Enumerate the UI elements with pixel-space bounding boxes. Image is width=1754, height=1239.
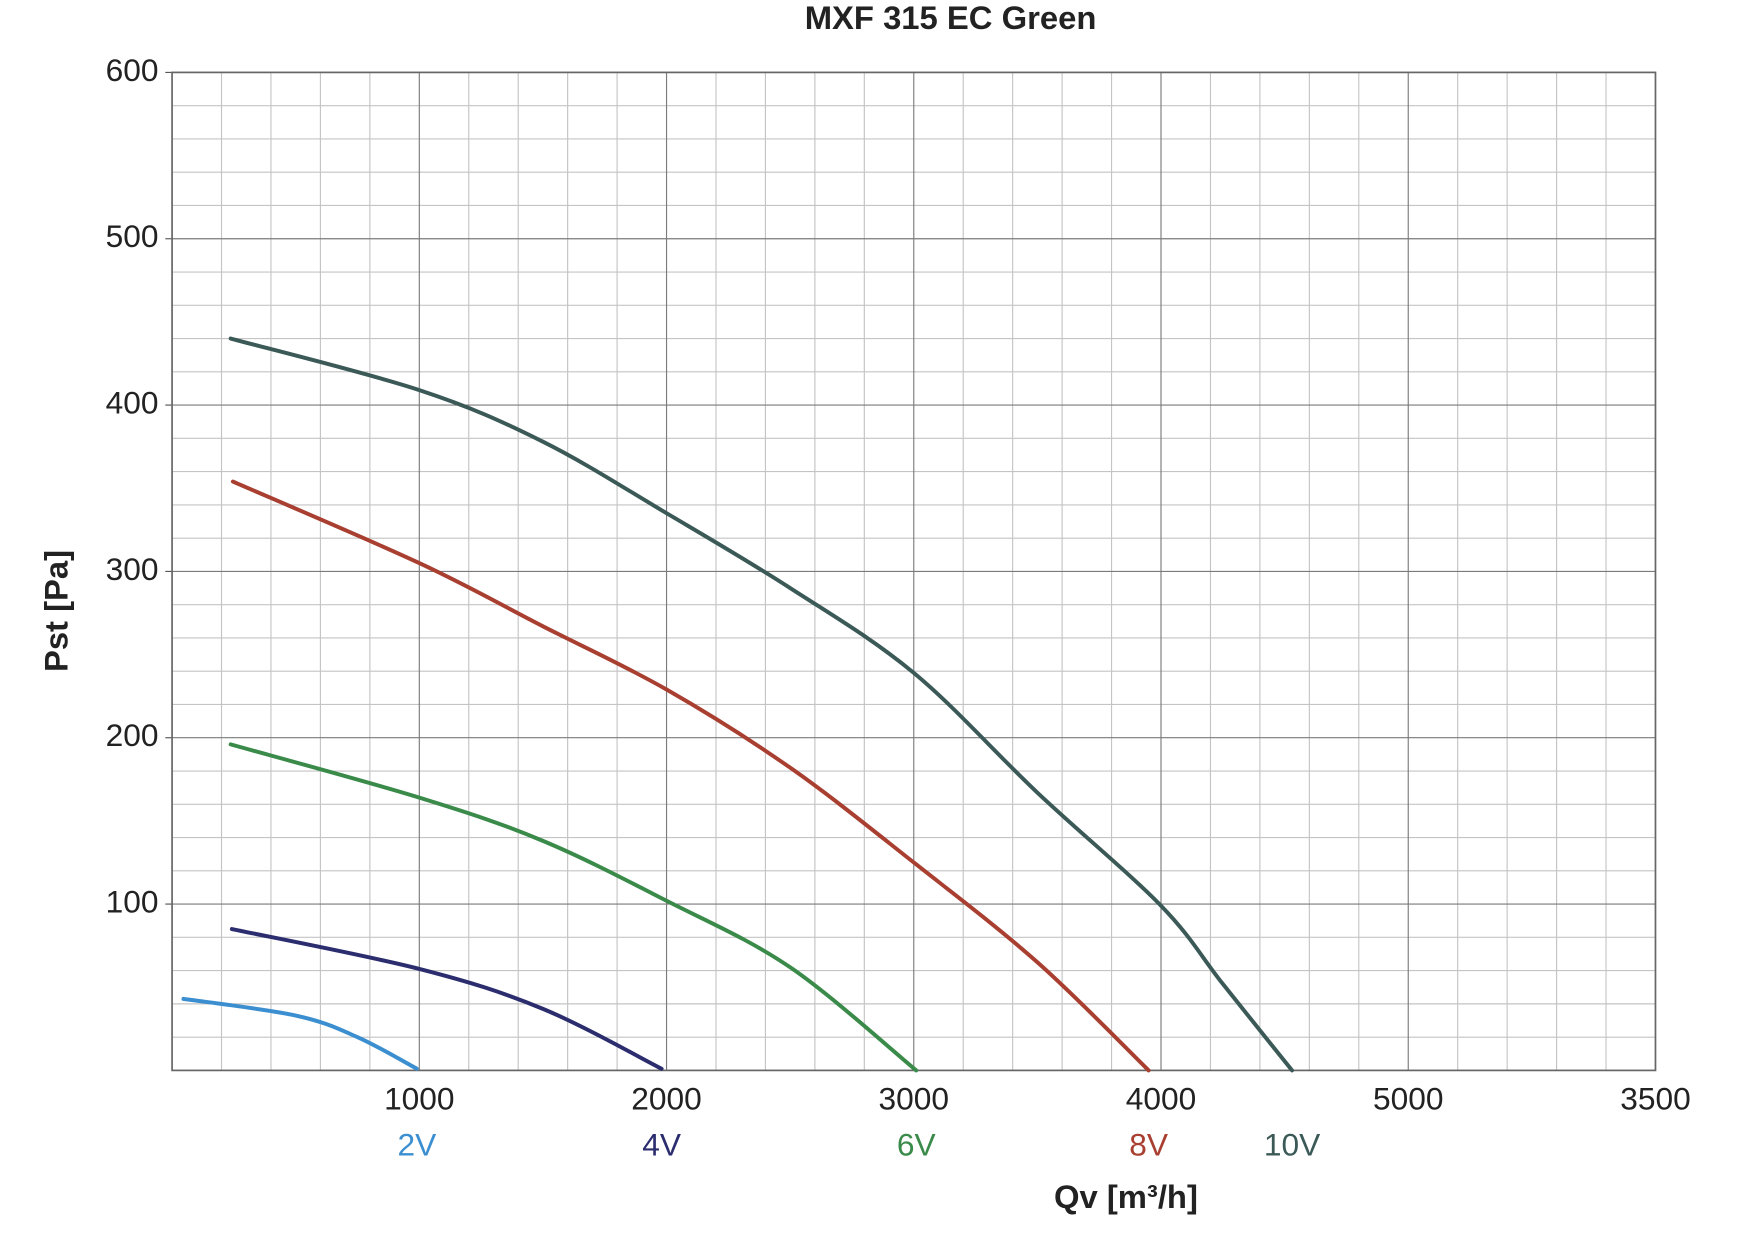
x-tick-label: 1000 <box>384 1080 454 1116</box>
y-tick-label: 200 <box>106 717 159 753</box>
chart-title: MXF 315 EC Green <box>805 0 1097 36</box>
legend-label: 6V <box>897 1127 936 1163</box>
x-tick-label: 4000 <box>1126 1080 1196 1116</box>
curve <box>229 927 664 1071</box>
y-tick-label: 500 <box>106 218 159 254</box>
legend-label: 10V <box>1264 1127 1320 1163</box>
curve <box>230 479 1151 1073</box>
y-tick-label: 300 <box>106 551 159 587</box>
legend-label: 8V <box>1129 1127 1168 1163</box>
curve <box>228 742 919 1073</box>
x-tick-label: 2000 <box>631 1080 701 1116</box>
x-tick-label: 3000 <box>879 1080 949 1116</box>
y-tick-label: 400 <box>106 384 159 420</box>
y-axis-label: Pst [Pa] <box>38 550 75 672</box>
y-tick-label: 100 <box>106 883 159 919</box>
x-tick-label: 5000 <box>1373 1080 1443 1116</box>
legend-label: 4V <box>642 1127 681 1163</box>
y-tick-label: 600 <box>106 52 159 88</box>
legend-label: 2V <box>397 1127 436 1163</box>
x-tick-label: 3500 <box>1620 1080 1690 1116</box>
curve <box>181 996 419 1071</box>
x-axis-label: Qv [m³/h] <box>1054 1178 1198 1215</box>
curve <box>228 336 1295 1073</box>
